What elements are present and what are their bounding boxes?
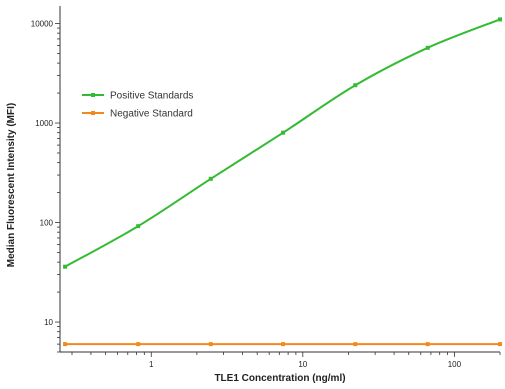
legend-label: Negative Standard: [110, 109, 193, 120]
y-tick-label: 10: [44, 318, 53, 327]
series-2-point: [136, 342, 141, 347]
series-1-point: [353, 83, 358, 88]
axes: 10 100 1000 10000 1 10 100: [31, 6, 501, 369]
y-tick-label: 10000: [31, 20, 54, 29]
x-tick-label: 100: [448, 360, 462, 369]
series-line-1: [64, 18, 501, 268]
series-2-point: [63, 342, 68, 347]
series-1-point: [281, 130, 286, 135]
legend-marker: [91, 93, 95, 97]
series-1-point: [498, 17, 502, 22]
y-tick-label: 100: [40, 219, 54, 228]
series-2-point: [498, 342, 502, 347]
series-1-point: [136, 224, 141, 229]
legend-marker: [91, 111, 95, 115]
series-1-point: [63, 264, 68, 269]
y-tick-label: 1000: [35, 119, 53, 128]
x-tick-label: 10: [298, 360, 307, 369]
series-2-point: [425, 342, 430, 347]
series-2-point: [353, 342, 358, 347]
x-axis-title: TLE1 Concentration (ng/ml): [214, 373, 345, 384]
series-2-point: [208, 342, 213, 347]
series-2-point: [281, 342, 286, 347]
series-layer: [63, 17, 502, 347]
series-1-point: [208, 176, 213, 181]
x-tick-label: 1: [149, 360, 154, 369]
legend-label: Positive Standards: [110, 91, 193, 102]
y-axis-title: Median Fluorescent Intensity (MFI): [6, 103, 17, 267]
series-1-point: [425, 45, 430, 50]
legend: Positive Standards Negative Standard: [82, 91, 193, 120]
